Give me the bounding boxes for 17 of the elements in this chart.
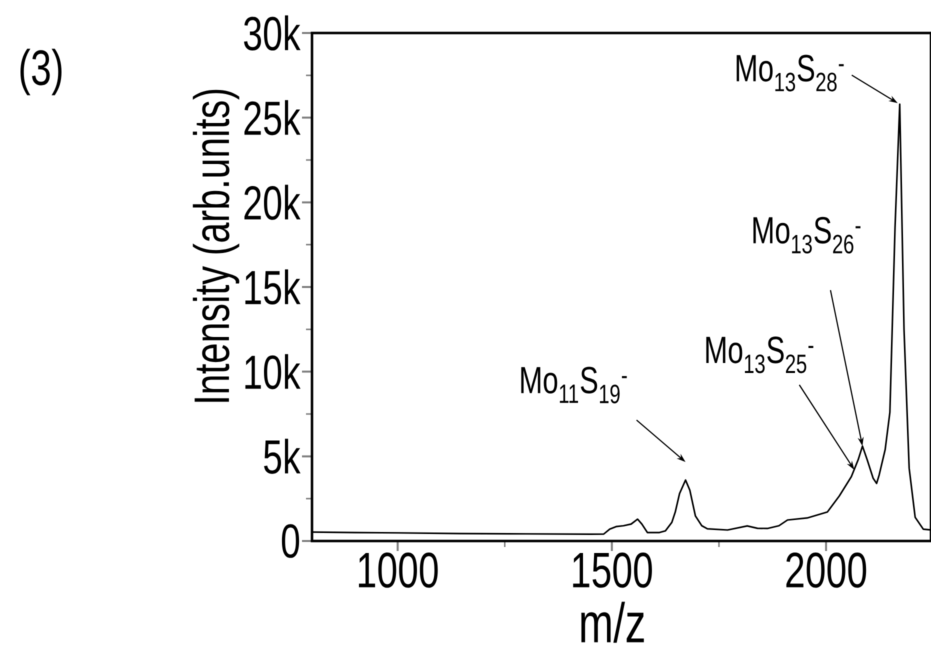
annotation: Mo$_{11}$S$_{19}$- (521, 366, 627, 404)
y-tick-label: 15k (245, 269, 301, 305)
y-tick-label: 0 (282, 524, 300, 558)
y-tick-label: 5k (264, 438, 301, 474)
x-tick-label: 1000 (358, 552, 438, 588)
y-tick-label: 30k (244, 15, 301, 51)
x-tick-label: 1500 (573, 552, 652, 588)
y-tick-label: 20k (244, 184, 301, 220)
y-tick-label: 25k (244, 100, 301, 136)
x-tick-label: 2000 (786, 552, 866, 588)
annotation: Mo$_{13}$S$_{26}$- (753, 216, 860, 254)
annotation: Mo$_{13}$S$_{28}$- (736, 54, 844, 92)
annotation: Mo$_{13}$S$_{25}$- (706, 336, 814, 374)
y-tick-label: 10k (245, 354, 301, 390)
y-axis-title: Intensity (arb.units) (192, 90, 240, 402)
chart-title: (3) (20, 48, 62, 96)
x-axis-title: m/z (581, 602, 644, 643)
